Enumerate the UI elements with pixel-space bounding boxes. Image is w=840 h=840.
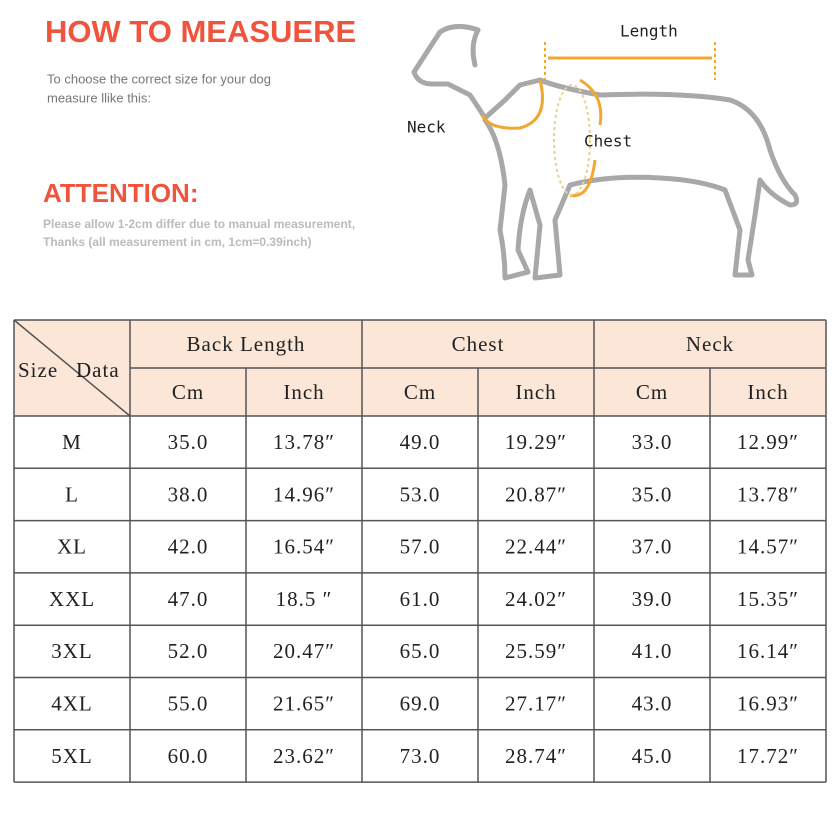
value-cell: 18.5 ″ xyxy=(276,587,333,611)
value-cell: 60.0 xyxy=(168,744,209,768)
size-cell: 3XL xyxy=(51,639,93,663)
value-cell: 12.99″ xyxy=(737,430,799,454)
unit-header: Inch xyxy=(283,380,324,404)
value-cell: 14.57″ xyxy=(737,535,799,559)
value-cell: 43.0 xyxy=(632,691,673,715)
size-cell: 5XL xyxy=(51,744,93,768)
value-cell: 41.0 xyxy=(632,639,673,663)
value-cell: 21.65″ xyxy=(273,691,335,715)
value-cell: 61.0 xyxy=(400,587,441,611)
value-cell: 16.14″ xyxy=(737,639,799,663)
value-cell: 14.96″ xyxy=(273,482,335,506)
unit-header: Inch xyxy=(515,380,556,404)
chest-label: Chest xyxy=(584,132,632,151)
size-cell: XXL xyxy=(49,587,95,611)
value-cell: 19.29″ xyxy=(505,430,567,454)
corner-label: Data xyxy=(76,358,120,382)
unit-header: Cm xyxy=(404,380,436,404)
size-cell: L xyxy=(65,482,79,506)
size-cell: 4XL xyxy=(51,691,93,715)
value-cell: 35.0 xyxy=(168,430,209,454)
value-cell: 49.0 xyxy=(400,430,441,454)
value-cell: 38.0 xyxy=(168,482,209,506)
value-cell: 55.0 xyxy=(168,691,209,715)
value-cell: 13.78″ xyxy=(273,430,335,454)
value-cell: 15.35″ xyxy=(737,587,799,611)
value-cell: 33.0 xyxy=(632,430,673,454)
value-cell: 16.93″ xyxy=(737,691,799,715)
value-cell: 20.87″ xyxy=(505,482,567,506)
size-cell: XL xyxy=(57,535,87,559)
group-header: Neck xyxy=(686,332,734,356)
subtitle: measure llike this: xyxy=(47,90,151,105)
value-cell: 52.0 xyxy=(168,639,209,663)
value-cell: 23.62″ xyxy=(273,744,335,768)
value-cell: 28.74″ xyxy=(505,744,567,768)
neck-label: Neck xyxy=(407,118,446,137)
value-cell: 73.0 xyxy=(400,744,441,768)
corner-label: Size xyxy=(18,358,58,382)
value-cell: 69.0 xyxy=(400,691,441,715)
title: HOW TO MEASUERE xyxy=(45,14,356,49)
attention-title: ATTENTION: xyxy=(43,178,199,208)
value-cell: 53.0 xyxy=(400,482,441,506)
value-cell: 13.78″ xyxy=(737,482,799,506)
value-cell: 20.47″ xyxy=(273,639,335,663)
value-cell: 47.0 xyxy=(168,587,209,611)
value-cell: 25.59″ xyxy=(505,639,567,663)
value-cell: 65.0 xyxy=(400,639,441,663)
measure-lines xyxy=(480,42,716,198)
value-cell: 39.0 xyxy=(632,587,673,611)
value-cell: 22.44″ xyxy=(505,535,567,559)
unit-header: Cm xyxy=(172,380,204,404)
value-cell: 42.0 xyxy=(168,535,209,559)
value-cell: 57.0 xyxy=(400,535,441,559)
subtitle: To choose the correct size for your dog xyxy=(47,71,271,86)
group-header: Back Length xyxy=(187,332,306,356)
value-cell: 27.17″ xyxy=(505,691,567,715)
attention-note: Thanks (all measurement in cm, 1cm=0.39i… xyxy=(43,235,311,249)
unit-header: Cm xyxy=(636,380,668,404)
dog-illustration xyxy=(411,24,800,281)
length-label: Length xyxy=(620,22,678,41)
value-cell: 24.02″ xyxy=(505,587,567,611)
value-cell: 17.72″ xyxy=(737,744,799,768)
unit-header: Inch xyxy=(747,380,788,404)
value-cell: 37.0 xyxy=(632,535,673,559)
group-header: Chest xyxy=(452,332,505,356)
value-cell: 16.54″ xyxy=(273,535,335,559)
attention-note: Please allow 1-2cm differ due to manual … xyxy=(43,217,355,231)
grid-line xyxy=(13,319,131,417)
value-cell: 45.0 xyxy=(632,744,673,768)
size-cell: M xyxy=(62,430,82,454)
size-table: Size Data Back Length Chest Neck Cm Inch Cm Inch… xyxy=(13,319,827,783)
value-cell: 35.0 xyxy=(632,482,673,506)
